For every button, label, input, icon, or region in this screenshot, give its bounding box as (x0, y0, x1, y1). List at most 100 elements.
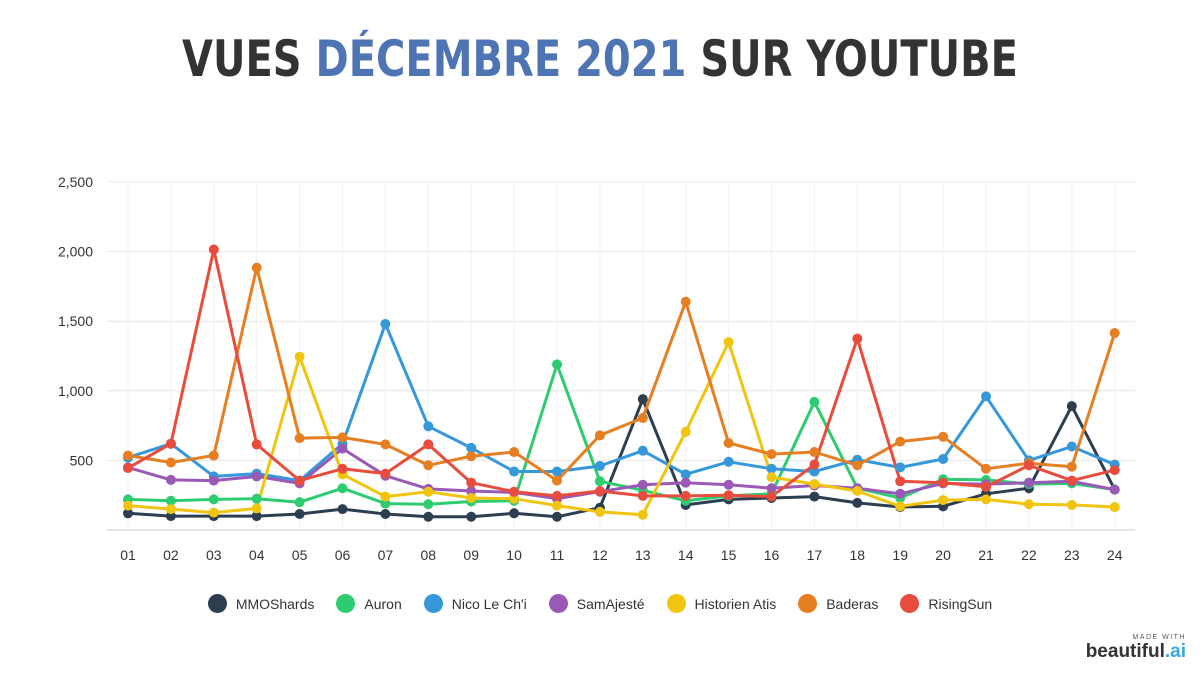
series-points (123, 244, 1120, 522)
legend-marker (207, 594, 227, 613)
data-point-baderas (1066, 461, 1077, 472)
x-tick-label: 03 (206, 547, 222, 563)
data-point-risingsun (552, 490, 562, 501)
legend-item-risingsun: RisingSun (900, 594, 992, 613)
x-tick-label: 10 (506, 547, 522, 563)
legend: MMOShards Auron Nico Le Ch'i SamAjesté Histo… (0, 594, 1200, 613)
data-point-risingsun (594, 486, 605, 497)
data-point-baderas (294, 433, 305, 444)
data-point-historien-atis (852, 486, 863, 497)
data-point-risingsun (251, 439, 262, 450)
data-point-mmoshards (165, 511, 176, 522)
data-point-baderas (466, 451, 477, 462)
legend-label: Nico Le Ch'i (451, 595, 527, 612)
data-point-historien-atis (509, 493, 520, 504)
data-point-historien-atis (895, 501, 906, 512)
legend-item-baderas: Baderas (798, 594, 878, 613)
data-point-baderas (594, 430, 605, 441)
data-point-historien-atis (123, 500, 133, 511)
data-point-mmoshards (509, 508, 520, 519)
legend-marker (900, 594, 920, 613)
data-point-baderas (208, 450, 219, 461)
legend-label: RisingSun (928, 595, 993, 612)
x-tick-label: 08 (421, 547, 437, 563)
data-point-risingsun (766, 491, 777, 502)
data-point-nico-le-ch-i (680, 469, 691, 480)
title-part-1: VUES (182, 30, 316, 88)
legend-item-historien-atis: Historien Atis (666, 594, 776, 613)
brand-made-with: MADE WITH (1132, 634, 1186, 641)
data-point-nico-le-ch-i (423, 421, 434, 432)
data-point-risingsun (165, 438, 176, 449)
data-point-mmoshards (423, 511, 434, 522)
y-tick-label: 500 (70, 452, 94, 468)
data-point-baderas (1109, 328, 1120, 339)
x-tick-label: 07 (378, 547, 394, 563)
data-point-risingsun (208, 244, 219, 255)
data-point-auron (552, 359, 562, 370)
data-point-baderas (337, 432, 348, 443)
data-point-risingsun (1066, 475, 1077, 486)
data-point-historien-atis (938, 495, 949, 506)
x-tick-label: 15 (721, 547, 737, 563)
data-point-mmoshards (809, 491, 820, 502)
data-point-historien-atis (981, 494, 991, 505)
series-line-historien-atis (126, 340, 1117, 517)
data-point-risingsun (981, 481, 991, 492)
data-point-auron (251, 493, 262, 504)
data-point-baderas (423, 460, 434, 471)
data-point-risingsun (423, 439, 434, 450)
data-point-samajest (1023, 477, 1034, 488)
data-point-baderas (165, 457, 176, 468)
y-tick-label: 2,000 (58, 244, 93, 260)
x-tick-label: 01 (120, 547, 136, 563)
data-point-auron (337, 483, 348, 494)
data-point-auron (380, 498, 391, 509)
data-point-nico-le-ch-i (509, 466, 520, 477)
data-point-historien-atis (294, 351, 305, 362)
data-point-baderas (809, 447, 820, 458)
data-point-risingsun (466, 477, 477, 488)
x-tick-label: 18 (850, 547, 866, 563)
x-tick-label: 02 (163, 547, 179, 563)
data-point-samajest (466, 486, 477, 497)
axes: 500 1,000 1,500 2,000 2,500 01 02 03 04 05 06 07 08 0… (58, 174, 1135, 563)
x-tick-label: 19 (892, 547, 908, 563)
data-point-baderas (509, 447, 520, 458)
brand-ai-text: .ai (1164, 641, 1186, 662)
legend-label: Auron (364, 595, 402, 612)
data-point-risingsun (809, 459, 820, 470)
data-point-auron (423, 499, 434, 510)
data-point-nico-le-ch-i (723, 456, 734, 467)
x-tick-label: 16 (764, 547, 780, 563)
data-point-risingsun (637, 490, 648, 501)
data-point-baderas (895, 436, 906, 447)
data-point-historien-atis (1023, 499, 1034, 510)
data-point-risingsun (1023, 460, 1034, 471)
data-point-historien-atis (723, 337, 734, 348)
brand-logo: MADE WITH beautiful.ai (1086, 634, 1186, 663)
series-lines (126, 248, 1117, 519)
y-tick-label: 1,500 (58, 313, 93, 329)
data-point-mmoshards (552, 511, 562, 522)
legend-label: SamAjesté (576, 595, 645, 612)
data-point-mmoshards (1066, 401, 1077, 412)
data-point-historien-atis (680, 426, 691, 437)
data-point-nico-le-ch-i (938, 454, 949, 465)
legend-item-nico-le-ch-i: Nico Le Ch'i (423, 594, 527, 613)
data-point-risingsun (509, 486, 520, 497)
data-point-risingsun (123, 463, 133, 474)
data-point-risingsun (680, 490, 691, 501)
data-point-historien-atis (809, 479, 820, 490)
data-point-samajest (337, 443, 348, 454)
data-point-risingsun (723, 490, 734, 501)
data-point-risingsun (895, 476, 906, 487)
data-point-nico-le-ch-i (766, 463, 777, 474)
title-highlight: DÉCEMBRE 2021 (315, 30, 687, 88)
x-tick-label: 24 (1107, 547, 1123, 563)
data-point-samajest (766, 483, 777, 494)
data-point-historien-atis (1066, 499, 1077, 510)
data-point-mmoshards (852, 497, 863, 508)
x-tick-label: 09 (463, 547, 479, 563)
data-point-mmoshards (337, 504, 348, 515)
